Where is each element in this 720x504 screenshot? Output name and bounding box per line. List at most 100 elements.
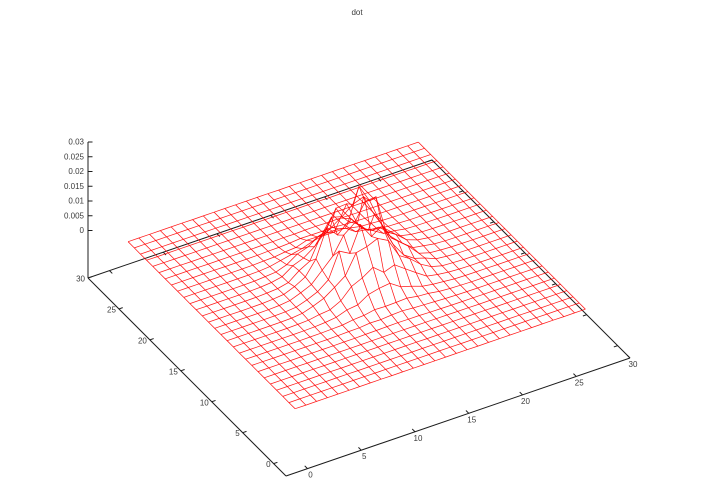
mesh-line-y (149, 234, 317, 402)
mesh-line-x (177, 191, 468, 292)
y-tick-mirror (489, 221, 495, 224)
x-tick (626, 354, 631, 359)
mesh-line-y (181, 222, 350, 391)
mesh-line-y (256, 197, 425, 365)
back-right-border (431, 159, 631, 359)
mesh-line-x (294, 308, 586, 410)
mesh-line-y (289, 186, 457, 354)
plot-title: dot (351, 8, 363, 17)
y-tick (118, 307, 123, 310)
x-tick (573, 373, 577, 377)
x-tick-mirror (431, 159, 436, 164)
mesh-line-y (224, 208, 393, 376)
y-tick (273, 461, 278, 465)
x-tick-label: 20 (521, 397, 530, 406)
mesh-line-x (264, 277, 555, 379)
x-axis-line (285, 357, 631, 477)
y-tick (242, 430, 247, 434)
y-tick-mirror (551, 283, 556, 286)
mesh-line-x (257, 271, 549, 372)
mesh-line-x (146, 160, 438, 261)
axis-tick-labels: 0 5 10 15 20 25 30 0 5 10 15 20 25 30 0 0.005 0.01 0.015 0… (64, 138, 638, 480)
z-tick-label: 0.03 (68, 138, 84, 147)
mesh-line-y (246, 200, 414, 369)
y-tick-label: 0 (266, 460, 271, 469)
axes-border (87, 142, 631, 477)
x-tick-label: 25 (575, 378, 584, 387)
mesh-line-y (235, 204, 403, 373)
z-tick-label: 0.025 (64, 152, 85, 161)
y-axis-line (87, 277, 287, 477)
y-tick (149, 338, 154, 341)
x-tick-mirror (162, 251, 167, 256)
mesh-line-y (160, 230, 328, 398)
mesh-line-y (203, 215, 371, 384)
x-tick (465, 410, 470, 414)
x-tick-label: 10 (414, 434, 423, 443)
mesh-line-y (170, 226, 339, 395)
x-tick-label: 30 (629, 360, 638, 369)
mesh-line-x (152, 166, 444, 267)
mesh-line-x (140, 154, 431, 255)
mesh-line-x (183, 197, 475, 298)
mesh-line-y (267, 193, 436, 362)
mesh-line-y (310, 178, 479, 347)
y-tick-label: 15 (169, 367, 178, 376)
y-tick (87, 276, 92, 279)
y-tick-mirror (428, 159, 433, 162)
mesh-line-y (342, 167, 511, 336)
mesh-line-x (233, 246, 524, 348)
z-tick-label: 0 (80, 226, 85, 235)
z-tick-label: 0.01 (68, 197, 84, 206)
mesh-line-x (127, 141, 419, 243)
y-tick-label: 20 (138, 336, 147, 345)
x-tick (304, 465, 308, 469)
x-tick-mirror (270, 214, 274, 219)
x-tick-mirror (377, 178, 382, 182)
mesh-line-x (245, 259, 537, 360)
mesh-line-x (165, 178, 456, 280)
mesh-line-y (321, 175, 489, 343)
mesh-line-y (278, 185, 446, 358)
x-tick (519, 391, 523, 396)
mesh-line-x (226, 237, 518, 342)
x-tick-label: 0 (308, 471, 313, 480)
mesh-line-y (375, 156, 543, 325)
x-tick (358, 447, 362, 451)
mesh-line-x (282, 296, 574, 397)
axis-ticks (87, 141, 631, 469)
mesh-line-x (202, 196, 493, 317)
y-tick-mirror (582, 314, 587, 317)
y-tick-mirror (458, 190, 464, 193)
mesh-line-x (276, 290, 567, 391)
mesh-line-x (251, 265, 543, 366)
mesh-line-y (353, 163, 522, 332)
y-tick-mirror (613, 345, 618, 348)
x-tick-label: 5 (362, 452, 367, 461)
mesh-line-y (138, 237, 307, 406)
mesh-line-x (171, 185, 462, 286)
mesh-line-y (396, 149, 565, 317)
y-tick-label: 5 (235, 429, 240, 438)
x-tick-mirror (324, 196, 328, 201)
z-tick-label: 0.02 (68, 167, 84, 176)
x-tick-mirror (216, 233, 221, 237)
mesh-line-y (192, 219, 360, 387)
mesh-line-y (213, 211, 382, 380)
y-tick-label: 30 (76, 275, 85, 284)
back-left-border (87, 159, 433, 279)
wireframe-mesh (127, 141, 586, 410)
z-tick-label: 0.015 (64, 182, 85, 191)
mesh-line-x (270, 284, 561, 385)
mesh-line-x (134, 147, 425, 249)
mesh-line-y (385, 152, 554, 321)
mesh-line-x (239, 253, 530, 354)
y-tick (180, 369, 185, 372)
mesh-line-y (364, 160, 532, 328)
y-tick-label: 10 (200, 398, 209, 407)
mesh-line-x (288, 302, 580, 403)
mesh-line-y (332, 171, 500, 339)
mesh-line-x (189, 203, 481, 304)
